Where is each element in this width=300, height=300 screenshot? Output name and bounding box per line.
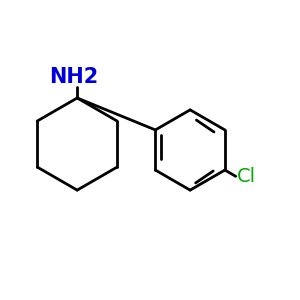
Text: NH2: NH2: [50, 67, 99, 87]
Text: Cl: Cl: [237, 167, 256, 186]
